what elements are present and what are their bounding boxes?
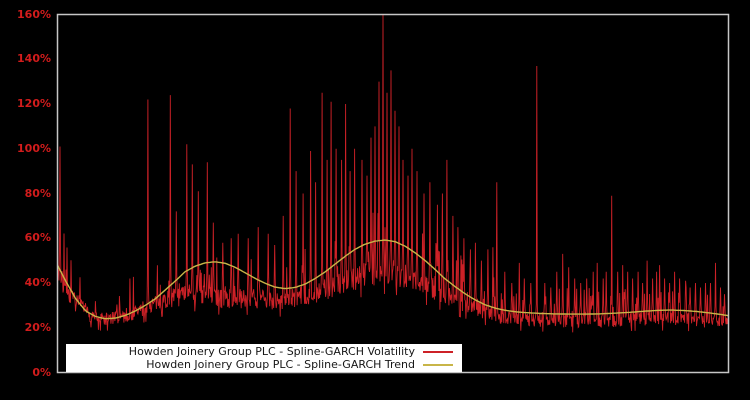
legend-line-sample-volatility-icon — [423, 350, 453, 353]
legend-label-trend: Howden Joinery Group PLC - Spline-GARCH … — [146, 358, 415, 371]
y-tick-label: 140% — [17, 52, 51, 66]
legend-line-sample-trend-icon — [423, 363, 453, 366]
y-tick-label: 40% — [24, 276, 51, 289]
y-tick-label: 0% — [32, 365, 51, 379]
trend-series-line — [56, 239, 729, 320]
y-tick-label: 100% — [17, 141, 51, 155]
y-tick-label: 60% — [24, 231, 51, 245]
y-tick-label: 160% — [17, 7, 51, 21]
y-tick-label: 80% — [24, 186, 51, 200]
plot-border — [56, 13, 730, 374]
volatility-series-line — [57, 14, 729, 333]
legend-item-trend: Howden Joinery Group PLC - Spline-GARCH … — [70, 358, 453, 371]
legend: Howden Joinery Group PLC - Spline-GARCH … — [66, 344, 462, 372]
legend-item-volatility: Howden Joinery Group PLC - Spline-GARCH … — [70, 345, 453, 358]
y-tick-label: 20% — [24, 320, 51, 334]
legend-label-volatility: Howden Joinery Group PLC - Spline-GARCH … — [128, 345, 415, 358]
y-tick-label: 120% — [17, 97, 51, 110]
